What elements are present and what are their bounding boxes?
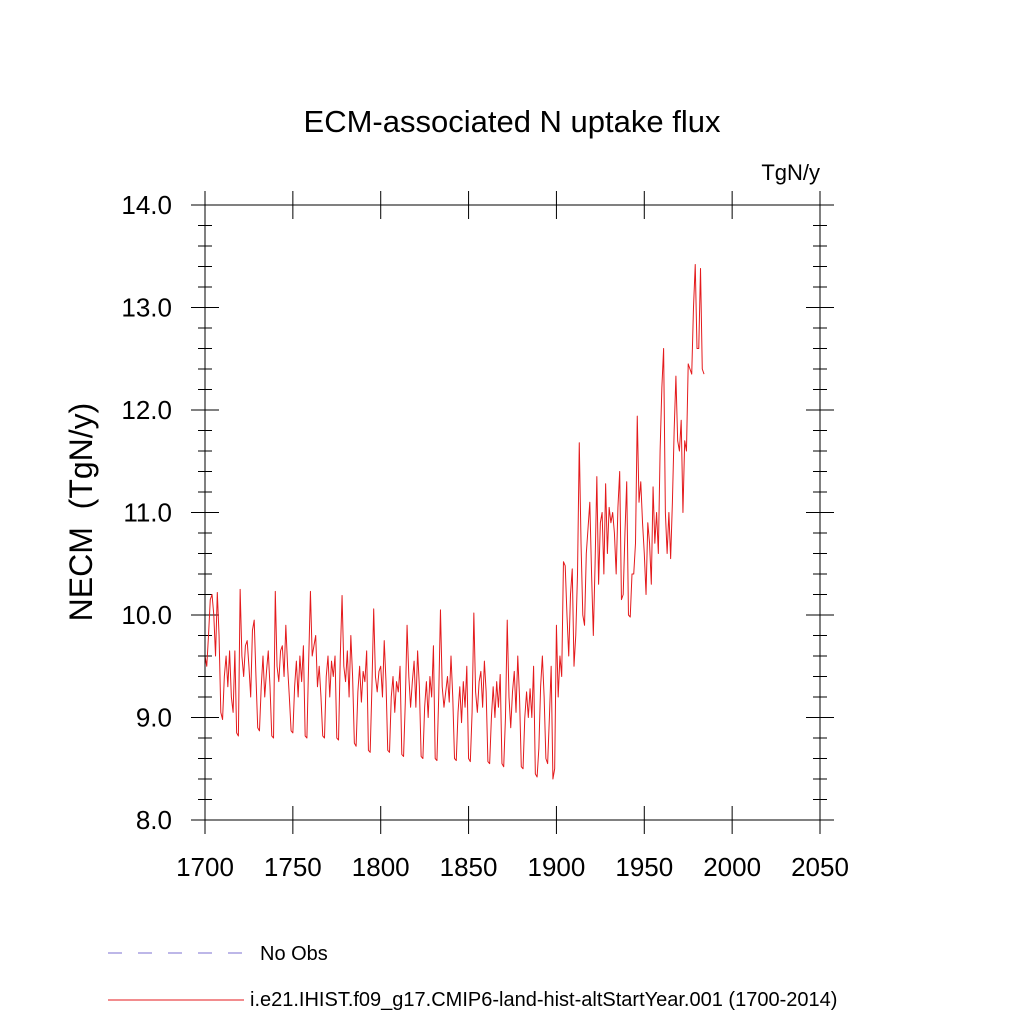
x-tick-labels: 1700 1750 1800 1850 1900 1950 2000 2050 <box>176 852 849 882</box>
series-line <box>204 263 705 780</box>
x-tick-label: 1850 <box>440 852 498 882</box>
axis-ticks <box>191 191 834 834</box>
chart-title: ECM-associated N uptake flux <box>304 104 721 139</box>
legend: No Obs i.e21.IHIST.f09_g17.CMIP6-land-hi… <box>108 943 837 1011</box>
legend-label-model: i.e21.IHIST.f09_g17.CMIP6-land-hist-altS… <box>250 989 837 1011</box>
y-tick-label: 10.0 <box>121 600 172 630</box>
y-tick-label: 14.0 <box>121 190 172 220</box>
plot-frame <box>204 204 821 821</box>
x-tick-label: 2050 <box>791 852 849 882</box>
x-tick-label: 2000 <box>703 852 761 882</box>
x-tick-label: 1700 <box>176 852 234 882</box>
legend-label-no-obs: No Obs <box>260 943 328 965</box>
x-tick-label: 1900 <box>528 852 586 882</box>
y-axis-label: NECM (TgN/y) <box>63 403 99 622</box>
y-tick-labels: 8.0 9.0 10.0 11.0 12.0 13.0 14.0 <box>121 190 172 835</box>
series-layer <box>204 263 705 780</box>
y-tick-label: 9.0 <box>136 703 172 733</box>
x-tick-label: 1750 <box>264 852 322 882</box>
y-tick-label: 11.0 <box>123 498 172 528</box>
y-tick-label: 12.0 <box>121 395 172 425</box>
x-tick-label: 1800 <box>352 852 410 882</box>
units-label: TgN/y <box>761 160 820 185</box>
y-tick-label: 8.0 <box>136 805 172 835</box>
x-tick-label: 1950 <box>615 852 673 882</box>
y-tick-label: 13.0 <box>121 293 172 323</box>
